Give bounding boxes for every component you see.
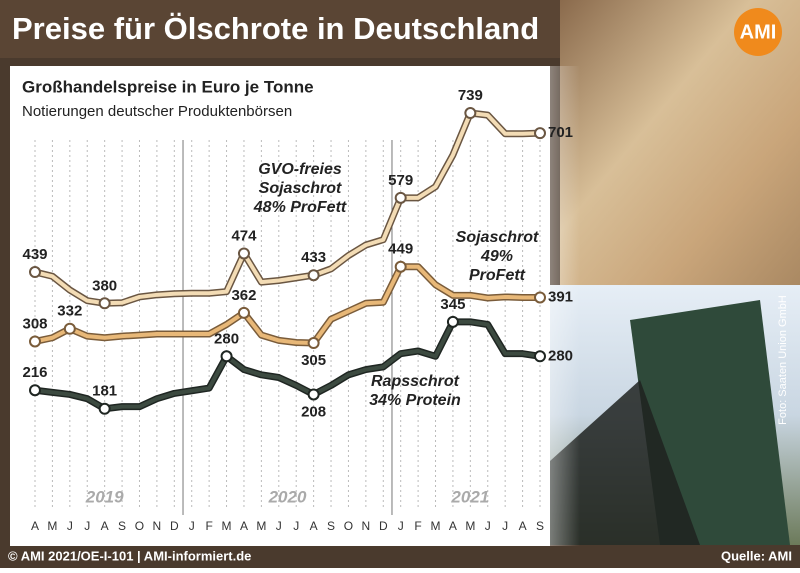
series-line (34, 264, 540, 346)
point-marker (307, 388, 320, 401)
x-tick-label: A (101, 519, 109, 533)
data-label: 701 (548, 124, 573, 141)
x-tick-label: F (205, 519, 212, 533)
point-marker (98, 402, 111, 415)
footer-left: © AMI 2021/OE-I-101 | AMI-informiert.de (8, 548, 251, 563)
x-tick-label: M (431, 519, 441, 533)
x-tick-label: S (118, 519, 126, 533)
data-label: 579 (388, 172, 413, 189)
x-tick-label: A (519, 519, 527, 533)
point-marker (237, 247, 250, 260)
x-tick-label: O (135, 519, 144, 533)
x-tick-label: J (502, 519, 508, 533)
x-tick-label: O (344, 519, 353, 533)
x-tick-label: M (47, 519, 57, 533)
title: Preise für Ölschrote in Deutschland (12, 11, 539, 46)
point-marker (394, 191, 407, 204)
x-tick-label: J (485, 519, 491, 533)
year-label: 2021 (450, 487, 489, 506)
x-tick-label: A (310, 519, 318, 533)
x-tick-label: D (170, 519, 179, 533)
data-label: 280 (214, 330, 239, 347)
series-name: Sojaschrot (259, 180, 342, 197)
data-label: 280 (548, 347, 573, 364)
data-label: 739 (458, 87, 483, 104)
point-marker (534, 291, 546, 304)
x-tick-label: S (536, 519, 544, 533)
point-marker (29, 384, 41, 397)
point-marker (29, 266, 41, 279)
data-label: 181 (92, 383, 117, 400)
data-label: 345 (440, 296, 465, 313)
x-tick-label: J (67, 519, 73, 533)
note: Notierungen deutscher Produktenbörsen (22, 103, 292, 120)
data-label: 216 (22, 364, 47, 381)
series-name: 49% (480, 248, 513, 265)
x-tick-label: N (362, 519, 371, 533)
x-tick-label: J (276, 519, 282, 533)
data-label: 449 (388, 241, 413, 258)
point-marker (98, 297, 111, 310)
x-tick-label: J (398, 519, 404, 533)
x-tick-label: A (31, 519, 39, 533)
x-tick-label: M (256, 519, 266, 533)
x-tick-label: D (379, 519, 388, 533)
point-marker (29, 335, 41, 348)
series-name: Rapsschrot (371, 373, 460, 390)
x-tick-label: J (189, 519, 195, 533)
chart-panel (10, 66, 550, 546)
point-marker (220, 350, 233, 363)
series-name: Sojaschrot (456, 229, 539, 246)
logo: AMI (740, 21, 777, 43)
x-tick-label: A (240, 519, 248, 533)
series-name: 48% ProFett (253, 199, 347, 216)
data-label: 433 (301, 249, 326, 266)
data-label: 208 (301, 403, 326, 420)
series-name: ProFett (469, 267, 526, 284)
point-marker (237, 306, 250, 319)
x-tick-label: M (465, 519, 475, 533)
point-marker (394, 260, 407, 273)
point-marker (534, 350, 546, 363)
point-marker (464, 107, 477, 120)
data-label: 380 (92, 277, 117, 294)
footer-right: Quelle: AMI (721, 548, 792, 563)
point-marker (63, 322, 76, 335)
logo-badge (734, 8, 782, 56)
series-name: GVO-freies (258, 161, 342, 178)
point-marker (446, 315, 459, 328)
year-label: 2019 (85, 487, 124, 506)
x-tick-label: S (327, 519, 335, 533)
x-tick-label: M (222, 519, 232, 533)
point-marker (307, 337, 320, 350)
point-marker (307, 269, 320, 282)
series-line (34, 111, 541, 306)
data-label: 362 (231, 287, 256, 304)
data-label: 474 (231, 227, 257, 244)
photo-credit: Foto: Saaten Union GmbH (777, 295, 789, 425)
year-label: 2020 (268, 487, 307, 506)
data-label: 308 (22, 315, 47, 332)
series-name: 34% Protein (369, 392, 461, 409)
point-marker (534, 127, 546, 140)
data-label: 332 (57, 303, 82, 320)
x-tick-label: A (449, 519, 457, 533)
subtitle: Großhandelspreise in Euro je Tonne (22, 77, 314, 96)
data-label: 391 (548, 288, 573, 305)
data-label: 305 (301, 352, 326, 369)
x-tick-label: J (84, 519, 90, 533)
x-tick-label: F (414, 519, 421, 533)
x-tick-label: N (153, 519, 162, 533)
data-label: 439 (22, 246, 47, 263)
x-tick-label: J (293, 519, 299, 533)
